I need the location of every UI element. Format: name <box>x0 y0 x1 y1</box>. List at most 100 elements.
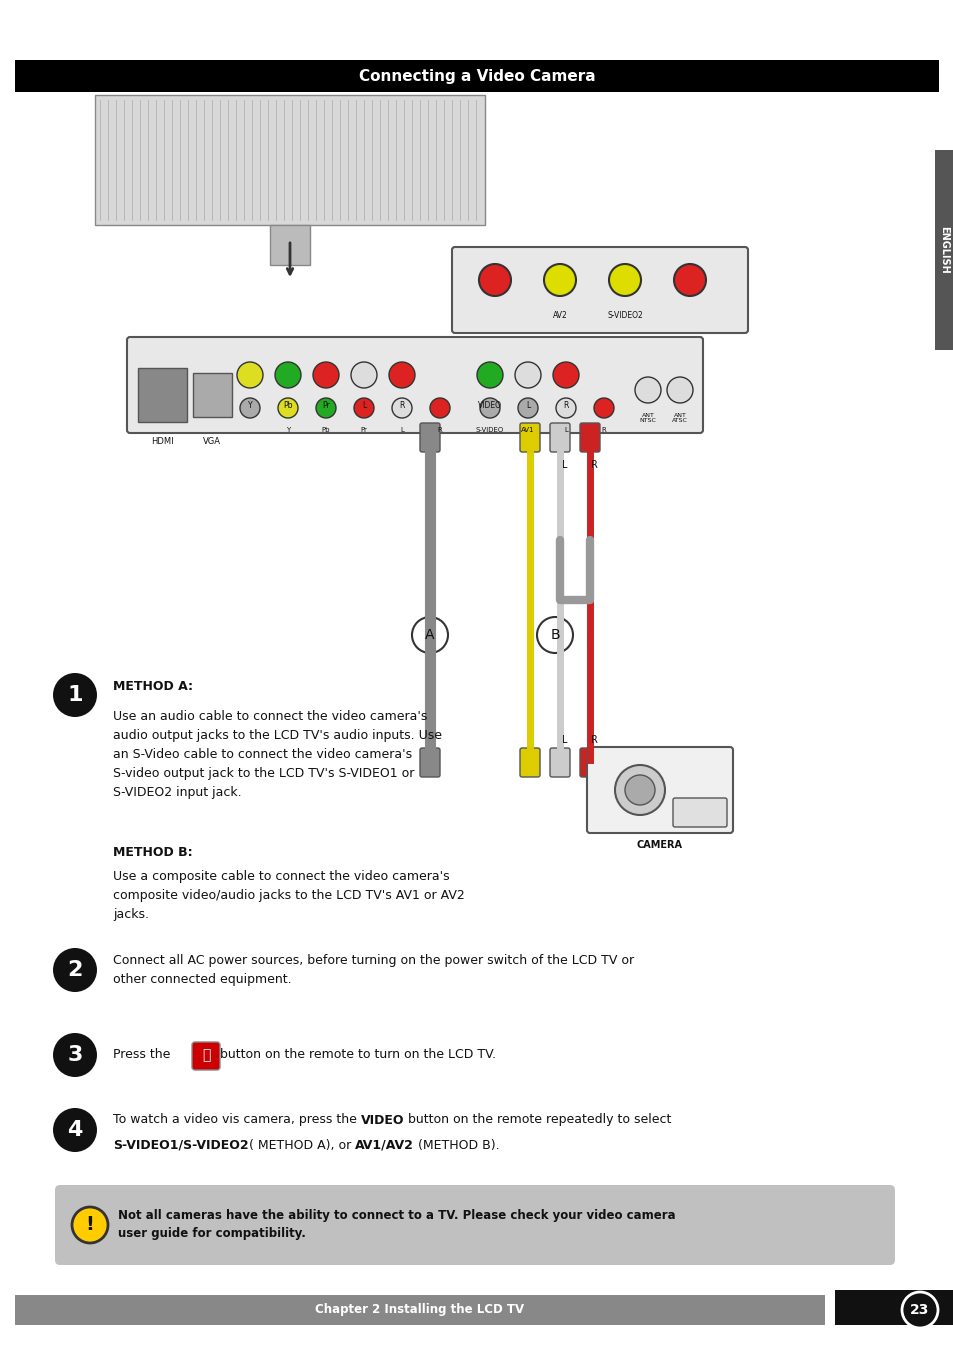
FancyBboxPatch shape <box>586 747 732 833</box>
Text: R: R <box>437 427 442 433</box>
Text: L: L <box>561 460 567 470</box>
Circle shape <box>543 264 576 297</box>
FancyBboxPatch shape <box>138 368 187 422</box>
FancyBboxPatch shape <box>579 747 599 777</box>
FancyBboxPatch shape <box>95 95 484 225</box>
Circle shape <box>517 398 537 418</box>
Circle shape <box>515 362 540 389</box>
Text: L: L <box>561 735 567 745</box>
Circle shape <box>673 264 705 297</box>
Text: 3: 3 <box>68 1045 83 1066</box>
Text: Pb: Pb <box>283 401 293 409</box>
Text: Pb: Pb <box>321 427 330 433</box>
Circle shape <box>615 765 664 815</box>
Circle shape <box>901 1292 937 1328</box>
FancyBboxPatch shape <box>270 225 310 265</box>
Text: ANT
NTSC: ANT NTSC <box>639 413 656 424</box>
Text: AV1/AV2: AV1/AV2 <box>355 1139 414 1151</box>
Circle shape <box>71 1206 108 1243</box>
Circle shape <box>392 398 412 418</box>
Text: R: R <box>590 460 597 470</box>
Text: Chapter 2 Installing the LCD TV: Chapter 2 Installing the LCD TV <box>315 1304 524 1316</box>
Circle shape <box>594 398 614 418</box>
Text: Press the: Press the <box>112 1048 174 1062</box>
Text: CAMERA: CAMERA <box>637 839 682 850</box>
Text: L: L <box>361 401 366 409</box>
Circle shape <box>430 398 450 418</box>
Text: 1: 1 <box>67 685 83 705</box>
Text: 4: 4 <box>68 1120 83 1140</box>
FancyBboxPatch shape <box>550 422 569 452</box>
Text: R: R <box>399 401 404 409</box>
FancyBboxPatch shape <box>193 372 232 417</box>
Text: 23: 23 <box>909 1303 929 1317</box>
Text: VGA: VGA <box>203 437 221 447</box>
Circle shape <box>53 1108 97 1152</box>
Text: Y: Y <box>248 401 252 409</box>
Text: R: R <box>601 427 606 433</box>
Text: To watch a video vis camera, press the: To watch a video vis camera, press the <box>112 1113 360 1127</box>
Text: HDMI: HDMI <box>151 437 173 447</box>
Text: (METHOD B).: (METHOD B). <box>414 1139 498 1151</box>
Text: ( METHOD A), or: ( METHOD A), or <box>249 1139 355 1151</box>
Text: Use an audio cable to connect the video camera's
audio output jacks to the LCD T: Use an audio cable to connect the video … <box>112 709 441 799</box>
Circle shape <box>313 362 338 389</box>
Text: S-VIDEO2: S-VIDEO2 <box>606 310 642 320</box>
Text: Y: Y <box>286 427 290 433</box>
Text: button on the remote repeatedly to select: button on the remote repeatedly to selec… <box>404 1113 671 1127</box>
Circle shape <box>53 948 97 992</box>
Circle shape <box>53 1033 97 1076</box>
Text: AV1: AV1 <box>520 427 535 433</box>
Circle shape <box>666 376 692 403</box>
Text: VIDEO: VIDEO <box>477 401 501 409</box>
FancyBboxPatch shape <box>834 1290 953 1326</box>
Text: L: L <box>563 427 567 433</box>
FancyBboxPatch shape <box>15 60 938 92</box>
FancyBboxPatch shape <box>519 747 539 777</box>
Circle shape <box>556 398 576 418</box>
Text: Use a composite cable to connect the video camera's
composite video/audio jacks : Use a composite cable to connect the vid… <box>112 871 464 921</box>
Text: AV2: AV2 <box>552 310 567 320</box>
Circle shape <box>412 617 448 653</box>
Text: 2: 2 <box>68 960 83 980</box>
FancyBboxPatch shape <box>127 337 702 433</box>
Text: METHOD B:: METHOD B: <box>112 845 193 858</box>
Text: ENGLISH: ENGLISH <box>938 226 948 274</box>
Circle shape <box>476 362 502 389</box>
FancyBboxPatch shape <box>452 246 747 333</box>
Circle shape <box>537 617 573 653</box>
Text: ANT
ATSC: ANT ATSC <box>671 413 687 424</box>
Text: ⏻: ⏻ <box>202 1048 210 1062</box>
Text: button on the remote to turn on the LCD TV.: button on the remote to turn on the LCD … <box>220 1048 496 1062</box>
Text: Not all cameras have the ability to connect to a TV. Please check your video cam: Not all cameras have the ability to conn… <box>118 1209 675 1240</box>
FancyBboxPatch shape <box>192 1043 220 1070</box>
FancyBboxPatch shape <box>672 798 726 827</box>
Text: A: A <box>425 628 435 642</box>
Circle shape <box>553 362 578 389</box>
FancyBboxPatch shape <box>519 422 539 452</box>
Text: Pr: Pr <box>360 427 367 433</box>
FancyBboxPatch shape <box>419 422 439 452</box>
Circle shape <box>240 398 260 418</box>
Text: R: R <box>590 735 597 745</box>
Text: L: L <box>525 401 530 409</box>
Text: Connecting a Video Camera: Connecting a Video Camera <box>358 69 595 84</box>
FancyBboxPatch shape <box>579 422 599 452</box>
FancyBboxPatch shape <box>15 1294 824 1326</box>
Circle shape <box>274 362 301 389</box>
Circle shape <box>608 264 640 297</box>
Circle shape <box>479 398 499 418</box>
Text: R: R <box>562 401 568 409</box>
Circle shape <box>354 398 374 418</box>
Text: L: L <box>399 427 403 433</box>
Text: S-VIDEO1/S-VIDEO2: S-VIDEO1/S-VIDEO2 <box>112 1139 249 1151</box>
Circle shape <box>389 362 415 389</box>
Text: S-VIDEO: S-VIDEO <box>476 427 503 433</box>
Circle shape <box>351 362 376 389</box>
Text: B: B <box>550 628 559 642</box>
Circle shape <box>277 398 297 418</box>
Text: Pr: Pr <box>322 401 330 409</box>
Text: !: ! <box>86 1216 94 1235</box>
Circle shape <box>624 774 655 806</box>
Circle shape <box>315 398 335 418</box>
